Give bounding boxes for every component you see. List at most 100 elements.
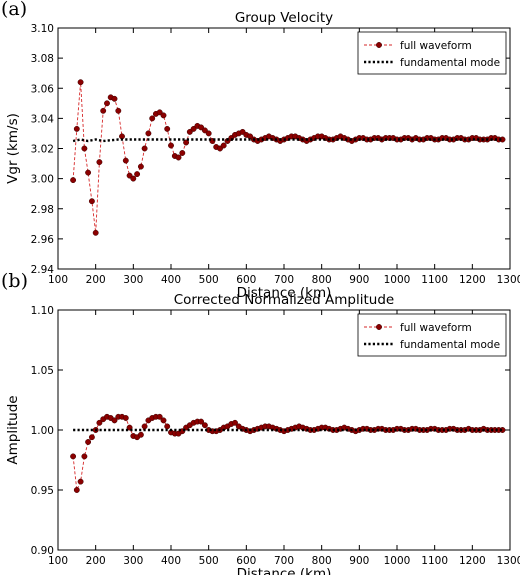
panel-1-y-tick-label: 1.00 — [31, 425, 54, 437]
panel-1-data-point — [111, 417, 118, 424]
panel-0-data-point — [220, 142, 227, 149]
panel-1-x-tick-label: 500 — [199, 555, 219, 567]
panel-1-x-tick-label: 100 — [48, 555, 68, 567]
panel-0-x-tick-label: 600 — [236, 274, 256, 286]
panel-1-y-tick-label: 0.95 — [31, 485, 54, 497]
panel-1-y-axis-label: Amplitude — [5, 395, 21, 464]
panel-0-data-point — [100, 107, 107, 114]
panel-1-x-tick-label: 1000 — [384, 555, 411, 567]
panel-1-data-point — [232, 419, 238, 426]
panel-0-data-point — [137, 163, 144, 170]
panel-0-data-point — [160, 112, 167, 119]
panel-0-chart-title: Group Velocity — [235, 10, 333, 26]
panel-1-x-axis-label: Distance (km) — [237, 566, 332, 575]
panel-0-x-tick-label: 900 — [349, 274, 369, 286]
panel-0-x-tick-label: 100 — [48, 274, 68, 286]
panel-0-y-tick-label: 3.06 — [31, 83, 55, 95]
panel-0-data-point — [70, 177, 77, 184]
panel-0-data-point — [205, 130, 212, 137]
panel-1-data-point — [156, 413, 163, 420]
panel-1-x-tick-label: 700 — [274, 555, 294, 567]
panel-0-data-point — [122, 157, 129, 164]
panel-1-x-tick-label: 600 — [236, 555, 256, 567]
panel-0-data-point — [134, 171, 141, 178]
panel-1-legend-marker — [376, 324, 382, 330]
panel-0-data-point — [104, 100, 110, 107]
panel-0-data-point — [190, 125, 197, 132]
panel-1-data-point — [81, 453, 88, 460]
panel-1-chart-title: Corrected Normalized Amplitude — [174, 292, 394, 308]
panel-0-y-tick-label: 3.00 — [31, 174, 54, 186]
panel-1-legend-box — [357, 313, 507, 357]
panel-1-legend-label-fundamental-mode: fundamental mode — [400, 339, 500, 351]
panel-0-legend-box — [357, 31, 507, 75]
panel-1-data-point — [198, 418, 205, 425]
panel-0-x-axis-label: Distance (km) — [237, 285, 332, 301]
panel-0-x-tick-label: 1000 — [384, 274, 411, 286]
panel-0-data-point — [183, 139, 190, 146]
panel-1-data-point — [160, 417, 167, 424]
panel-0-data-point — [201, 127, 208, 134]
panel-1-data-point — [201, 422, 208, 429]
panel-0-legend-label-full-waveform: full waveform — [400, 40, 472, 52]
panel-letter-b: (b) — [1, 270, 28, 292]
panel-0-x-tick-label: 1200 — [459, 274, 486, 286]
panel-0-y-tick-label: 3.02 — [31, 144, 54, 156]
panel-1-x-tick-label: 800 — [312, 555, 332, 567]
panel-letter-a: (a) — [1, 0, 28, 20]
panel-0-x-tick-label: 1100 — [421, 274, 448, 286]
panel-0-data-point — [81, 145, 88, 152]
panel-0-data-point — [115, 107, 122, 114]
panel-1-data-point — [137, 431, 144, 438]
panel-1-data-point — [88, 434, 95, 441]
panel-0-data-point — [92, 229, 99, 236]
panel-0-legend-label-fundamental-mode: fundamental mode — [400, 57, 500, 69]
panel-0-data-point — [179, 150, 186, 156]
panel-1-data-point — [73, 487, 80, 493]
panel-1-data-point — [122, 415, 129, 421]
panel-1-data-point — [164, 423, 171, 430]
panel-1-x-tick-label: 1100 — [421, 555, 448, 567]
panel-0-y-tick-label: 3.08 — [31, 53, 54, 65]
panel-0-legend-marker — [376, 42, 382, 48]
panel-1-legend-label-full-waveform: full waveform — [400, 322, 472, 334]
panel-1-y-tick-label: 1.10 — [31, 305, 54, 317]
panel-0-data-point — [85, 169, 92, 176]
panel-0-data-point — [77, 79, 84, 86]
panel-0-data-point — [141, 145, 148, 152]
panel-0-data-point — [130, 175, 137, 182]
panel-0-x-tick-label: 400 — [161, 274, 181, 286]
panel-1-legend: full waveform fundamental mode — [357, 313, 507, 357]
panel-0-y-axis-label: Vgr (km/s) — [5, 113, 21, 184]
panel-0-data-point — [164, 125, 171, 132]
panel-0-data-point — [96, 159, 103, 166]
panel-1-data-point — [141, 423, 148, 430]
panel-0-x-tick-label: 300 — [123, 274, 143, 286]
panel-0-data-point — [88, 198, 95, 205]
panel-0-data-point — [168, 142, 174, 149]
panel-1-y-tick-label: 1.05 — [31, 365, 54, 377]
panel-1-x-tick-label: 300 — [123, 555, 143, 567]
panel-1-data-point — [85, 439, 92, 445]
panel-0-data-point — [119, 133, 125, 140]
panel-0-legend: full waveform fundamental mode — [357, 31, 507, 75]
panel-0-data-point — [111, 95, 118, 102]
group-velocity-panel: 100 200 300 400 500 600 700 800 900 1000 1100 1200 1… — [5, 10, 520, 301]
panel-0-y-tick-label: 2.96 — [31, 234, 55, 246]
panel-0-data-point — [198, 124, 205, 131]
panel-0-y-tick-label: 3.04 — [31, 113, 55, 125]
panel-0-x-tick-label: 200 — [86, 274, 106, 286]
panel-0-y-tick-label: 2.94 — [31, 264, 55, 276]
panel-0-series-full-waveform-line — [72, 82, 503, 233]
panel-0-y-tick-label: 3.10 — [31, 23, 54, 35]
panel-1-y-tick-label: 0.90 — [31, 545, 54, 557]
amplitude-panel: 100 200 300 400 500 600 700 800 900 1000 1100 1200 1… — [5, 292, 520, 575]
panel-0-data-point — [145, 130, 152, 137]
panel-1-x-tick-label: 900 — [349, 555, 369, 567]
panel-0-x-tick-label: 700 — [274, 274, 294, 286]
panel-0-data-point — [73, 125, 80, 132]
panel-1-x-tick-label: 200 — [86, 555, 106, 567]
